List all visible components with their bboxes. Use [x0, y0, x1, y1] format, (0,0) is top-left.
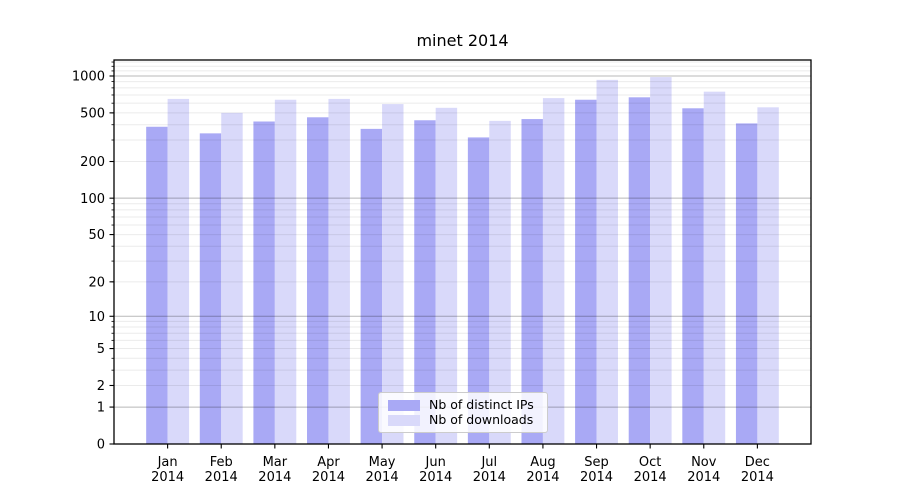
bar-distinct-ips	[414, 120, 436, 444]
x-tick-label: 2014	[741, 470, 774, 485]
y-tick-label: 200	[80, 155, 105, 170]
x-tick-label: May	[369, 455, 396, 470]
x-tick-label: 2014	[419, 470, 452, 485]
bar-downloads	[542, 98, 565, 444]
y-tick-label: 20	[88, 275, 105, 290]
bar-downloads	[221, 112, 243, 444]
y-tick-label: 100	[80, 192, 105, 207]
bar-distinct-ips	[253, 121, 275, 445]
x-tick-label: Oct	[639, 455, 661, 470]
x-tick-label: 2014	[258, 470, 291, 485]
bar-distinct-ips	[467, 137, 490, 444]
bar-distinct-ips	[628, 97, 651, 444]
x-tick-label: Aug	[530, 455, 555, 470]
x-tick-label: 2014	[366, 470, 399, 485]
legend-swatch-distinct-ips	[388, 399, 420, 411]
bar-distinct-ips	[521, 119, 543, 444]
x-tick-label: 2014	[526, 470, 559, 485]
x-tick-label: Jun	[425, 455, 446, 470]
bar-downloads	[703, 91, 726, 444]
bar-distinct-ips	[307, 117, 329, 444]
legend-item-downloads: Nb of downloads	[388, 413, 538, 427]
bar-distinct-ips	[199, 133, 222, 444]
bar-downloads	[167, 98, 190, 444]
x-tick-label: Nov	[691, 455, 717, 470]
y-tick-label: 50	[88, 228, 105, 243]
y-tick-label: 10	[88, 310, 105, 325]
x-tick-label: 2014	[312, 470, 345, 485]
x-tick-label: 2014	[580, 470, 613, 485]
legend: Nb of distinct IPs Nb of downloads	[378, 392, 548, 433]
bar-downloads	[757, 107, 779, 444]
x-tick-label: Feb	[210, 455, 233, 470]
bar-downloads	[435, 107, 458, 444]
x-tick-label: Apr	[317, 455, 340, 470]
x-tick-label: 2014	[473, 470, 506, 485]
y-tick-label: 500	[80, 106, 105, 121]
x-tick-label: Sep	[584, 455, 609, 470]
bar-downloads	[596, 79, 618, 445]
x-tick-label: Mar	[263, 455, 288, 470]
bar-downloads	[489, 120, 511, 444]
legend-item-distinct-ips: Nb of distinct IPs	[388, 398, 538, 412]
bar-distinct-ips	[360, 128, 383, 444]
bar-distinct-ips	[575, 99, 597, 445]
x-tick-label: 2014	[687, 470, 720, 485]
y-tick-label: 0	[97, 438, 105, 453]
y-tick-label: 1	[97, 401, 105, 416]
bar-downloads	[328, 98, 350, 444]
axes-spines	[113, 59, 812, 445]
y-tick-label: 2	[97, 379, 105, 394]
legend-label-distinct-ips: Nb of distinct IPs	[429, 397, 534, 412]
chart-title: minet 2014	[416, 31, 509, 50]
x-tick-label: Dec	[745, 455, 770, 470]
y-tick-label: 5	[97, 342, 105, 357]
bar-distinct-ips	[146, 126, 168, 444]
x-tick-label: 2014	[205, 470, 238, 485]
bar-distinct-ips	[735, 123, 758, 444]
bar-downloads	[274, 99, 297, 445]
bar-downloads	[650, 77, 672, 445]
legend-label-downloads: Nb of downloads	[429, 412, 534, 427]
bar-downloads	[382, 104, 404, 445]
legend-swatch-downloads	[388, 414, 420, 426]
x-tick-label: 2014	[151, 470, 184, 485]
x-tick-label: Jan	[157, 455, 178, 470]
x-tick-label: 2014	[634, 470, 667, 485]
y-tick-label: 1000	[72, 70, 105, 85]
x-tick-label: Jul	[480, 455, 497, 470]
bar-distinct-ips	[682, 108, 704, 444]
